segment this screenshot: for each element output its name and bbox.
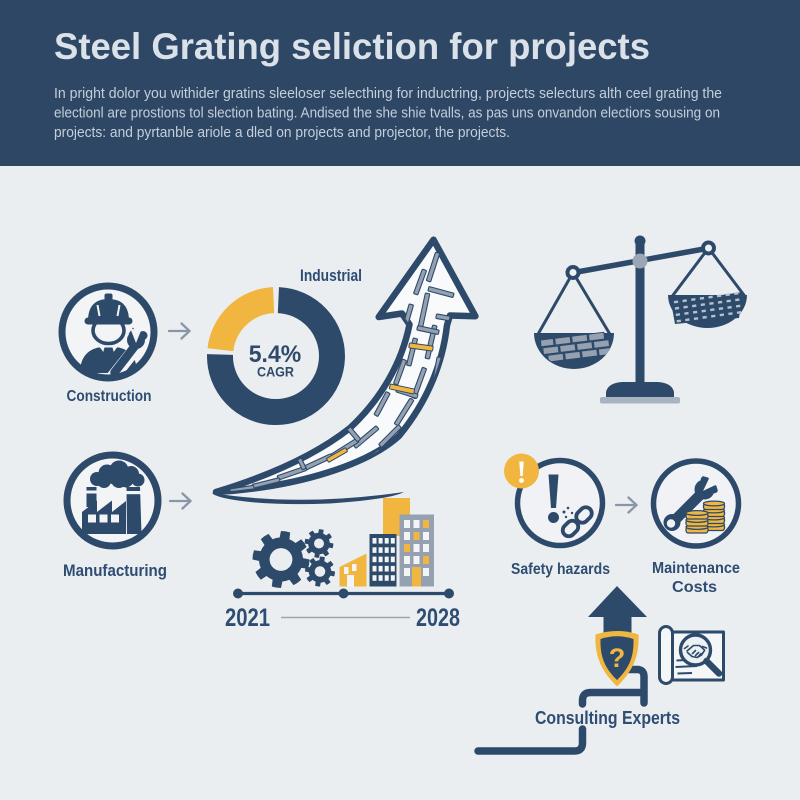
- svg-text:?: ?: [609, 643, 626, 673]
- svg-text:Construction: Construction: [67, 388, 152, 405]
- svg-text:Steel Grating seliction for pr: Steel Grating seliction for projects: [54, 25, 650, 67]
- svg-text:projects: and pyrtanble ariole: projects: and pyrtanble ariole a dled on…: [54, 125, 510, 141]
- svg-text:Safety hazards: Safety hazards: [511, 561, 610, 578]
- svg-text:In pright dolor you withider g: In pright dolor you withider gratins sle…: [54, 86, 722, 102]
- svg-text:electionl are prostions tol sl: electionl are prostions tol slection bat…: [54, 106, 720, 122]
- svg-text:Maintenance: Maintenance: [652, 560, 740, 577]
- svg-text:CAGR: CAGR: [257, 364, 294, 380]
- svg-text:2021: 2021: [225, 604, 270, 632]
- svg-text:Manufacturing: Manufacturing: [63, 562, 167, 580]
- svg-text:2028: 2028: [416, 604, 460, 632]
- svg-text:5.4%: 5.4%: [249, 341, 302, 368]
- svg-text:Costs: Costs: [672, 579, 717, 596]
- svg-text:Industrial: Industrial: [300, 266, 362, 285]
- svg-text:Consulting Experts: Consulting Experts: [535, 707, 680, 728]
